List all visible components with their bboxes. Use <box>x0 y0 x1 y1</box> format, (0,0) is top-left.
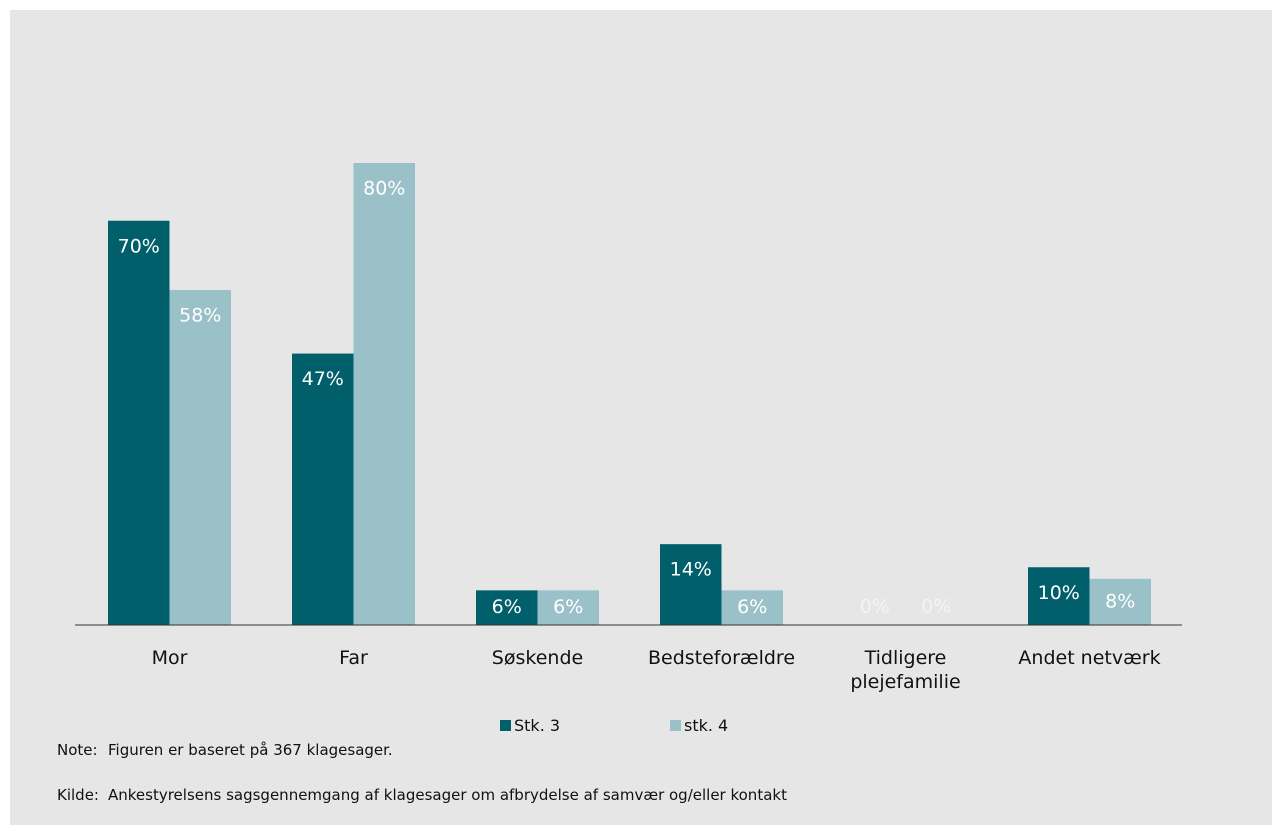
value-label: 0% <box>860 596 890 618</box>
x-tick-label: Tidligere plejefamilie <box>850 647 961 693</box>
value-label: 6% <box>492 596 522 618</box>
legend-swatch <box>500 720 511 731</box>
value-label: 47% <box>302 368 344 390</box>
x-tick-label: Far <box>339 647 368 669</box>
bar <box>721 590 783 625</box>
plot-area: 70% 58% 47% 80% 6% 6% 14% 6% 0% 0% 10% 8% <box>75 163 1182 626</box>
legend-item: stk. 4 <box>670 716 728 735</box>
bar <box>1028 567 1090 625</box>
x-tick-label: Søskende <box>491 647 584 669</box>
note-label: Note: <box>57 741 98 759</box>
x-tick-label: Mor <box>151 647 188 669</box>
note: Note: Figuren er baseret på 367 klagesage… <box>57 741 393 759</box>
value-label: 58% <box>179 305 221 327</box>
bar <box>537 590 599 625</box>
legend-swatch <box>670 720 681 731</box>
bar <box>108 220 170 625</box>
value-label: 10% <box>1038 582 1080 604</box>
legend-label: stk. 4 <box>684 716 729 735</box>
value-label: 14% <box>670 559 712 581</box>
x-tick-label: Andet netværk <box>1018 647 1161 669</box>
bar <box>292 353 354 625</box>
legend-label: Stk. 3 <box>514 716 561 735</box>
bar <box>353 163 415 625</box>
note-text: Figuren er baseret på 367 klagesager. <box>108 741 393 759</box>
bar <box>476 590 538 625</box>
bar <box>169 290 231 625</box>
source-text: Ankestyrelsens sagsgennemgang af klagesa… <box>108 786 787 804</box>
value-label: 6% <box>553 596 583 618</box>
value-label: 0% <box>921 596 951 618</box>
value-label: 8% <box>1105 590 1135 612</box>
bar <box>1089 578 1151 625</box>
value-label: 70% <box>118 235 160 257</box>
source-label: Kilde: <box>57 786 99 804</box>
chart: 70% 58% 47% 80% 6% 6% 14% 6% 0% 0% 10% 8% Note: Figu… <box>10 10 1272 825</box>
value-label: 6% <box>737 596 767 618</box>
x-tick-label: Bedsteforældre <box>647 647 796 669</box>
source: Kilde: Ankestyrelsens sagsgennemgang af k… <box>57 786 787 804</box>
value-label: 80% <box>363 178 405 200</box>
bar <box>660 544 722 625</box>
legend-item: Stk. 3 <box>500 716 560 735</box>
